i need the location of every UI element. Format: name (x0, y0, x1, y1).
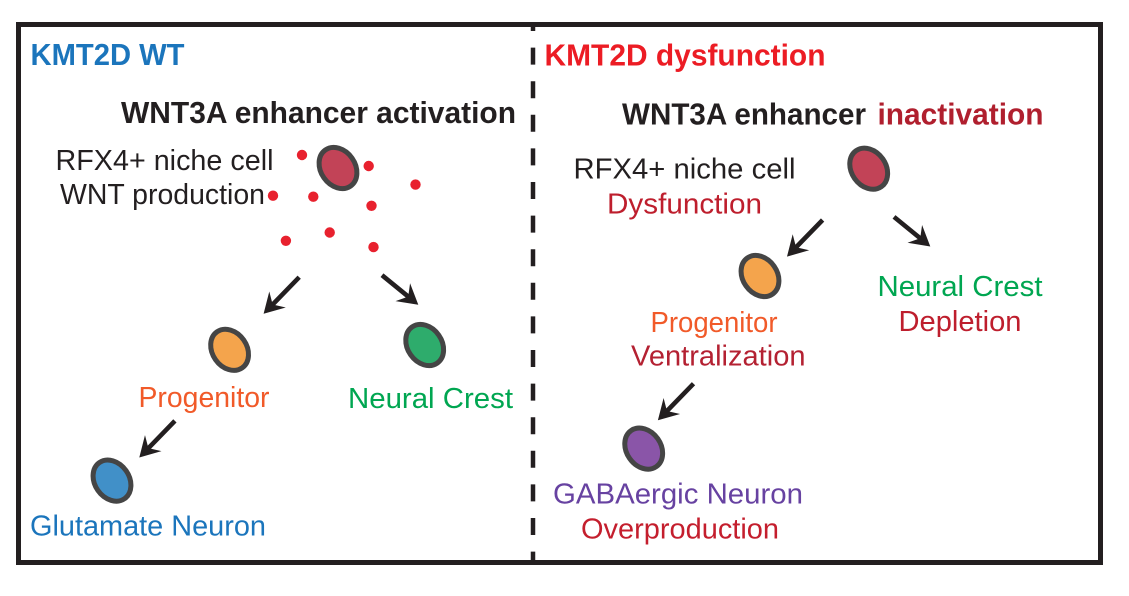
svg-text:Depletion: Depletion (899, 306, 1022, 338)
svg-text:RFX4+ niche cell: RFX4+ niche cell (574, 154, 796, 186)
svg-text:Overproduction: Overproduction (581, 514, 779, 546)
svg-text:WNT3A enhancer: WNT3A enhancer (622, 97, 866, 132)
svg-text:inactivation: inactivation (878, 97, 1044, 132)
svg-text:Dysfunction: Dysfunction (607, 189, 762, 221)
svg-text:GABAergic Neuron: GABAergic Neuron (553, 479, 803, 511)
svg-text:KMT2D WT: KMT2D WT (31, 37, 185, 72)
svg-text:RFX4+ niche cell: RFX4+ niche cell (56, 145, 274, 177)
svg-text:Ventralization: Ventralization (631, 341, 806, 373)
svg-text:Neural Crest: Neural Crest (348, 383, 513, 415)
svg-text:Progenitor: Progenitor (139, 382, 270, 414)
svg-text:WNT production: WNT production (60, 179, 265, 211)
svg-text:WNT3A enhancer activation: WNT3A enhancer activation (121, 95, 516, 130)
svg-text:KMT2D dysfunction: KMT2D dysfunction (545, 38, 826, 73)
svg-text:Progenitor: Progenitor (651, 307, 778, 339)
svg-text:Glutamate Neuron: Glutamate Neuron (30, 511, 266, 543)
svg-text:Neural Crest: Neural Crest (878, 271, 1043, 303)
